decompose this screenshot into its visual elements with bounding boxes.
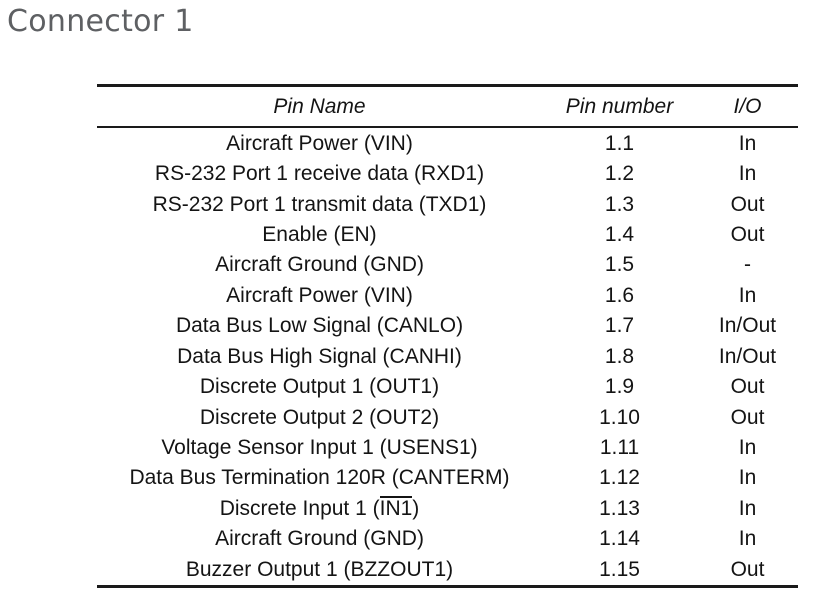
- io-cell: In: [738, 436, 757, 460]
- pin-name-cell: Discrete Output 1 (OUT1): [199, 375, 440, 399]
- pin-name-cell: Buzzer Output 1 (BZZOUT1): [185, 557, 454, 581]
- pin-name-cell: RS-232 Port 1 transmit data (TXD1): [152, 192, 487, 216]
- table-row: Aircraft Ground (GND) 1.5 -: [97, 250, 798, 280]
- pin-name-cell: Data Bus Termination 120R (CANTERM): [129, 466, 510, 490]
- pin-name-cell: Enable (EN): [262, 222, 377, 246]
- pin-number-cell: 1.15: [599, 557, 640, 581]
- table-row: Enable (EN) 1.4 Out: [97, 219, 798, 249]
- pin-number-cell: 1.14: [599, 527, 640, 551]
- pin-name-cell: RS-232 Port 1 receive data (RXD1): [154, 162, 485, 186]
- table-row: Aircraft Ground (GND) 1.14 In: [97, 524, 798, 554]
- pin-number-cell: 1.10: [599, 405, 640, 429]
- header-pin-number: Pin number: [565, 94, 674, 118]
- pin-name-text: ): [412, 497, 420, 521]
- table-row: RS-232 Port 1 transmit data (TXD1) 1.3 O…: [97, 189, 798, 219]
- io-cell: Out: [730, 405, 765, 429]
- io-cell: In: [738, 527, 757, 551]
- pin-name-cell: Discrete Input 1 (IN1): [97, 496, 542, 520]
- active-low-overline-text: IN1: [379, 496, 413, 521]
- pin-number-cell: 1.1: [604, 131, 635, 155]
- connector1-pin-table: Pin Name Pin number I/O Aircraft Power (…: [97, 84, 798, 588]
- pin-name-cell: Data Bus Low Signal (CANLO): [175, 314, 464, 338]
- pin-number-cell: 1.5: [604, 253, 635, 277]
- pin-number-cell: 1.11: [599, 436, 640, 460]
- table-row: Aircraft Power (VIN) 1.6 In: [97, 280, 798, 310]
- pin-name-cell: Data Bus High Signal (CANHI): [177, 344, 462, 368]
- pin-number-cell: 1.8: [604, 344, 635, 368]
- pin-number-cell: 1.4: [604, 222, 635, 246]
- io-cell: Out: [730, 375, 765, 399]
- pin-number-cell: 1.13: [599, 496, 640, 520]
- header-pin-name: Pin Name: [273, 94, 366, 118]
- table-row: RS-232 Port 1 receive data (RXD1) 1.2 In: [97, 158, 798, 188]
- pin-number-cell: 1.3: [604, 192, 635, 216]
- table-row: Data Bus Low Signal (CANLO) 1.7 In/Out: [97, 311, 798, 341]
- io-cell: Out: [730, 557, 765, 581]
- io-cell: In/Out: [718, 314, 777, 338]
- io-cell: In: [738, 283, 757, 307]
- table-row: Buzzer Output 1 (BZZOUT1) 1.15 Out: [97, 554, 798, 584]
- pin-number-cell: 1.9: [604, 375, 635, 399]
- table-row: Data Bus High Signal (CANHI) 1.8 In/Out: [97, 341, 798, 371]
- table-header-row: Pin Name Pin number I/O: [97, 87, 798, 128]
- header-io: I/O: [733, 94, 762, 118]
- io-cell: Out: [730, 222, 765, 246]
- table-row: Discrete Output 1 (OUT1) 1.9 Out: [97, 372, 798, 402]
- pin-number-cell: 1.7: [604, 314, 635, 338]
- pin-name-cell: Discrete Output 2 (OUT2): [199, 405, 440, 429]
- table-row: Discrete Input 1 (IN1) 1.13 In: [97, 493, 798, 523]
- page-title: Connector 1: [7, 4, 194, 39]
- table-row: Voltage Sensor Input 1 (USENS1) 1.11 In: [97, 432, 798, 462]
- table-row: Data Bus Termination 120R (CANTERM) 1.12…: [97, 463, 798, 493]
- pin-name-cell: Aircraft Ground (GND): [215, 253, 424, 277]
- io-cell: -: [744, 253, 751, 277]
- io-cell: In/Out: [718, 344, 777, 368]
- pin-name-cell: Aircraft Power (VIN): [226, 283, 413, 307]
- pin-number-cell: 1.6: [604, 283, 635, 307]
- pin-name-text: Discrete Input 1 (: [219, 497, 380, 521]
- io-cell: In: [738, 162, 757, 186]
- pin-name-cell: Aircraft Power (VIN): [226, 131, 413, 155]
- io-cell: Out: [730, 192, 765, 216]
- io-cell: In: [738, 131, 757, 155]
- io-cell: In: [738, 466, 757, 490]
- io-cell: In: [738, 496, 757, 520]
- table-row: Aircraft Power (VIN) 1.1 In: [97, 128, 798, 158]
- table-row: Discrete Output 2 (OUT2) 1.10 Out: [97, 402, 798, 432]
- pin-number-cell: 1.2: [604, 162, 635, 186]
- pin-number-cell: 1.12: [599, 466, 640, 490]
- pin-name-cell: Aircraft Ground (GND): [215, 527, 424, 551]
- pin-name-cell: Voltage Sensor Input 1 (USENS1): [161, 436, 478, 460]
